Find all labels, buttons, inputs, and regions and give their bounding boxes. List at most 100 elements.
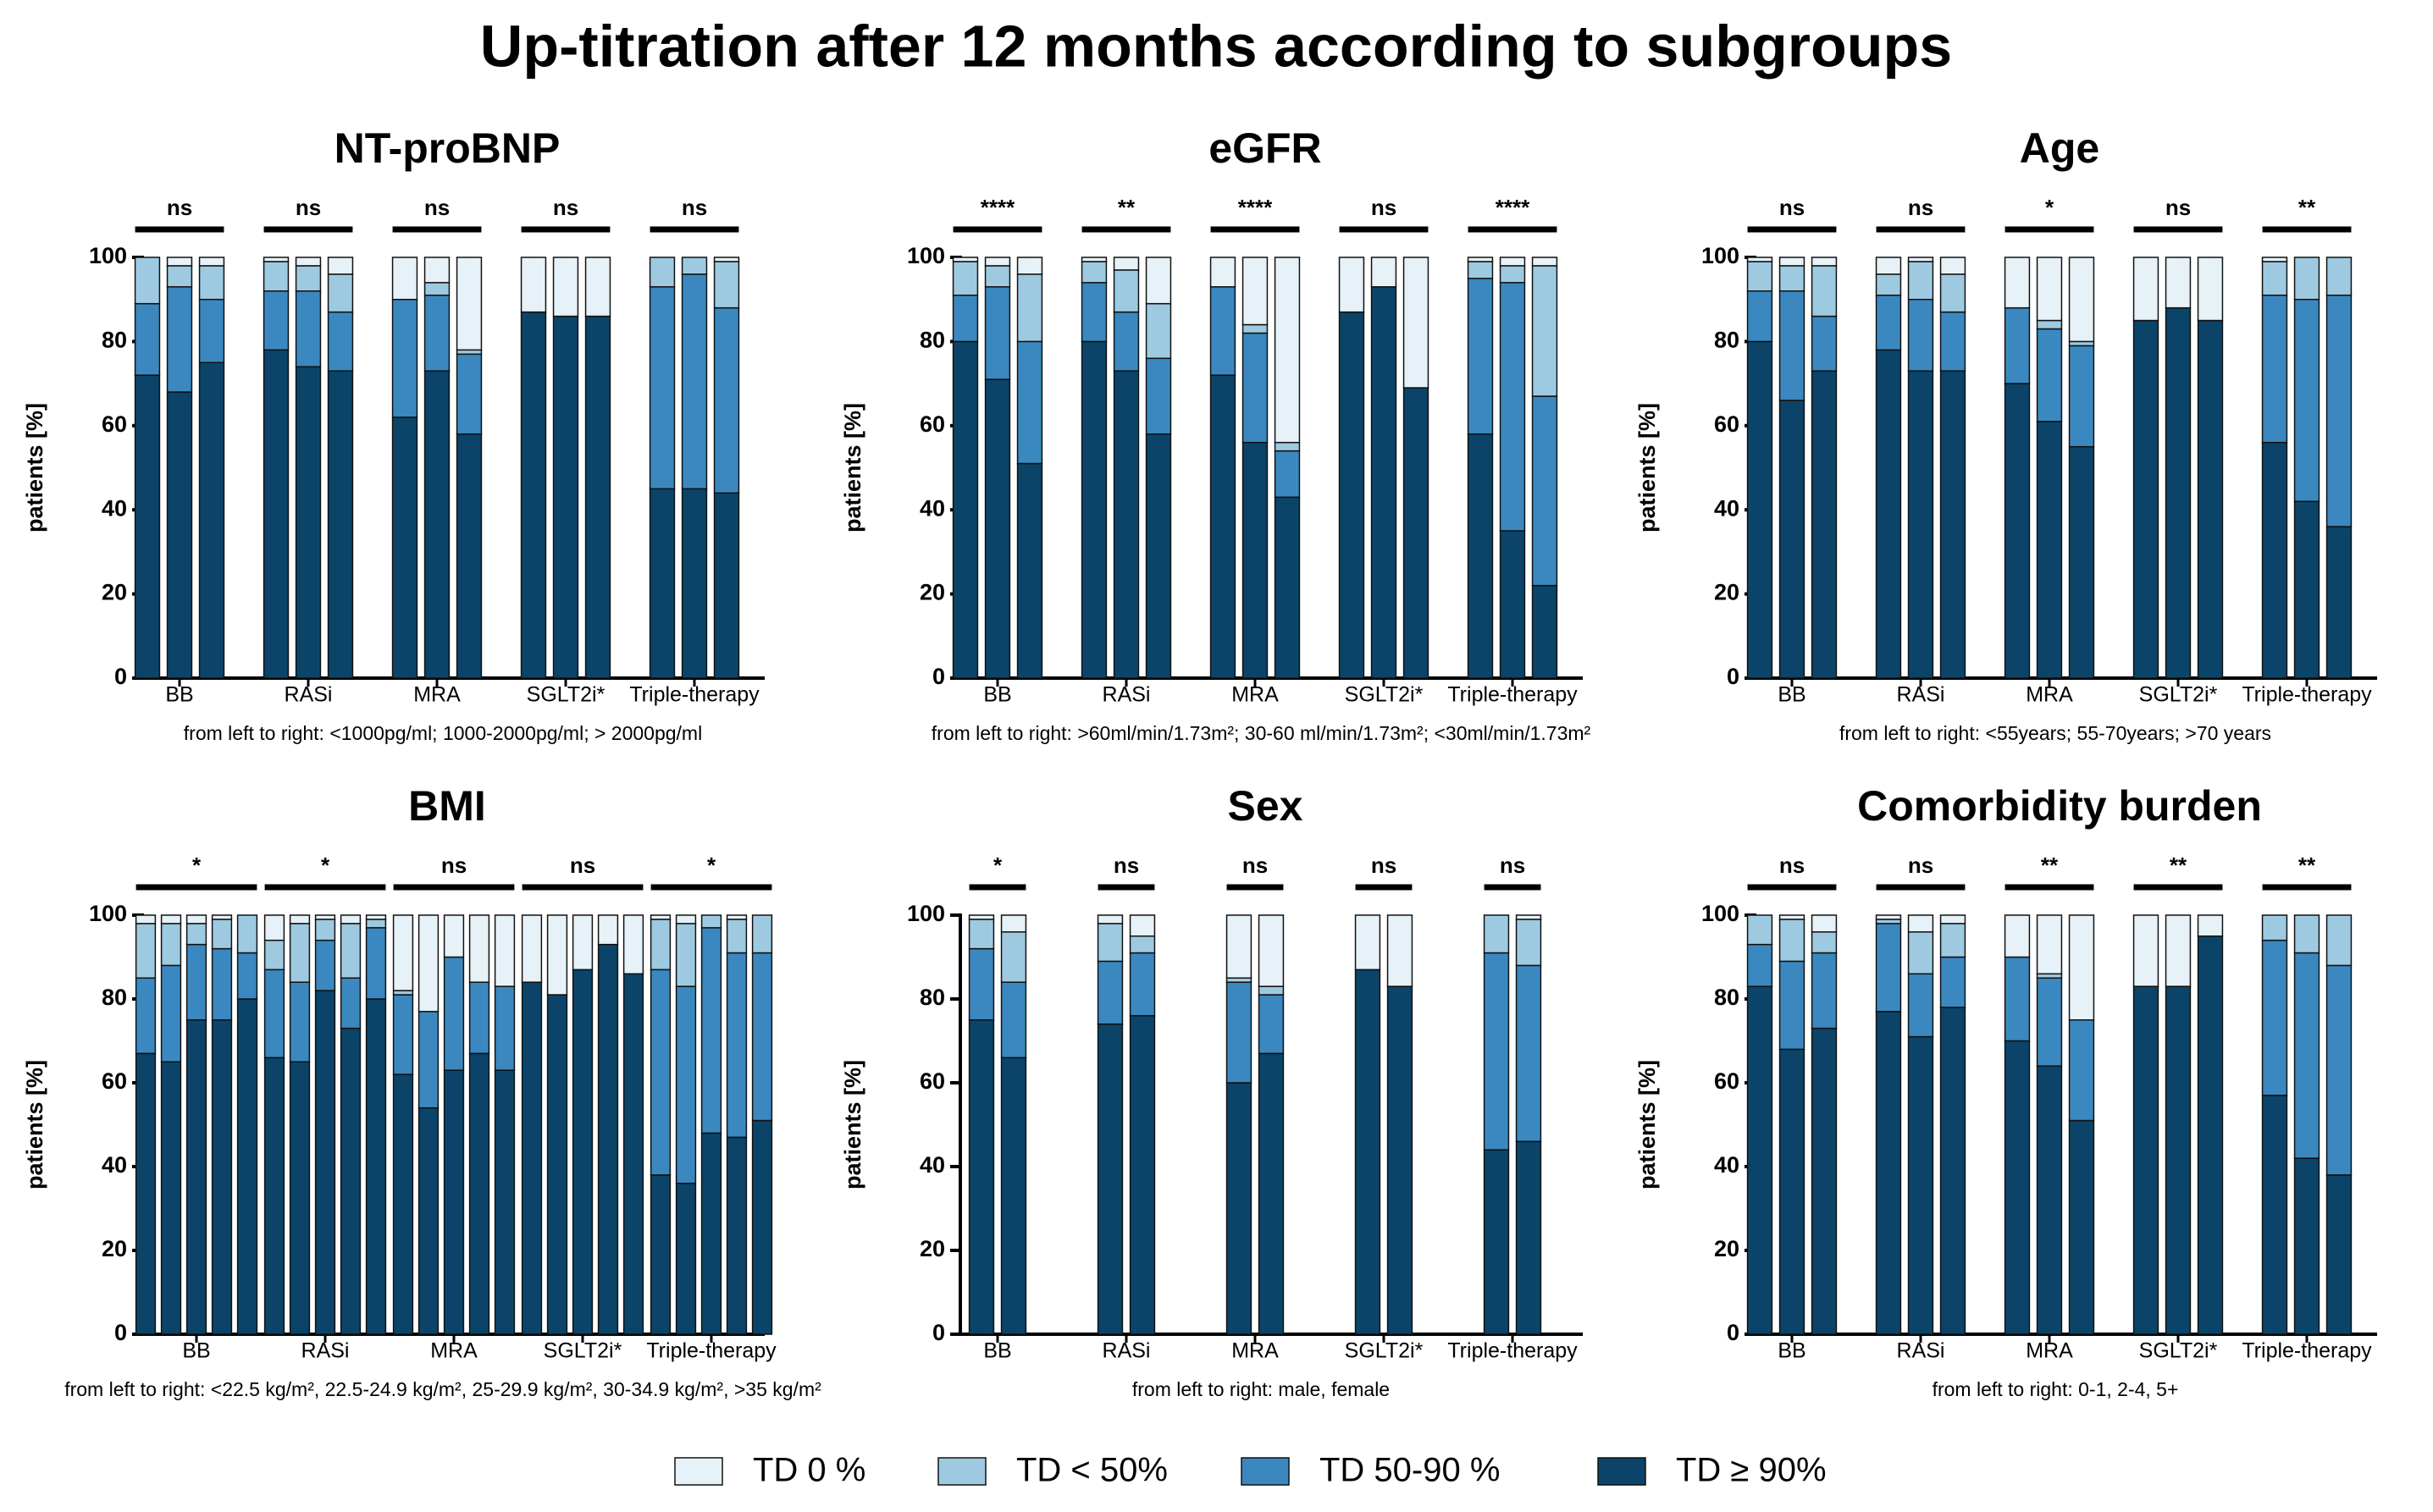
bar-segment: [340, 977, 362, 1029]
bar-segment: [1338, 257, 1365, 313]
bar-segment: [751, 1119, 773, 1335]
significance-label: ns: [1242, 853, 1268, 878]
bar-segment: [1746, 261, 1773, 292]
bar-segment: [1746, 943, 1773, 987]
bar-segment: [1939, 311, 1966, 372]
x-tick-label: RASi: [1103, 1339, 1151, 1363]
bar-segment: [1000, 914, 1027, 933]
bar-segment: [1113, 370, 1140, 679]
bar-segment: [1875, 294, 1902, 351]
bar-segment: [726, 919, 748, 954]
bar-segment: [713, 257, 740, 262]
y-tick-label: 40: [920, 495, 945, 521]
bar-segment: [289, 914, 311, 924]
bar-segment: [984, 378, 1011, 679]
y-tick-label: 80: [920, 985, 945, 1010]
bar-segment: [2036, 914, 2063, 975]
bar-segment: [521, 914, 543, 983]
bar-segment: [1811, 914, 1838, 933]
bar-segment: [650, 1174, 672, 1335]
bar-segment: [1531, 395, 1558, 587]
bar-segment: [2325, 964, 2353, 1176]
chart-title: NT-proBNP: [335, 124, 561, 172]
bar-segment: [263, 290, 290, 351]
bar-segment: [1402, 387, 1429, 679]
bar-segment: [1241, 441, 1269, 679]
significance-label: ns: [441, 853, 467, 878]
x-tick-label: BB: [983, 683, 1011, 707]
y-tick-label: 80: [102, 328, 127, 353]
bar-segment: [2293, 298, 2320, 503]
bar-segment: [1811, 315, 1838, 372]
bar-segment: [2293, 952, 2320, 1159]
bar-segment: [726, 914, 748, 920]
significance-label: ns: [682, 195, 707, 220]
x-tick-label: BB: [165, 683, 193, 707]
bar-segment: [2132, 914, 2159, 987]
x-tick-label: RASi: [1103, 683, 1151, 707]
bar-segment: [2036, 1065, 2063, 1335]
bar-segment: [211, 919, 233, 950]
x-tick-label: RASi: [1897, 1339, 1945, 1363]
bar-segment: [650, 968, 672, 1176]
y-tick-label: 60: [102, 1068, 127, 1094]
x-tick-label: Triple-therapy: [629, 683, 760, 707]
significance-label: ns: [1371, 195, 1396, 220]
x-tick-label: RASi: [301, 1339, 350, 1363]
bar-segment: [1145, 433, 1172, 679]
bar-segment: [2068, 345, 2095, 448]
bar-segment: [726, 952, 748, 1139]
y-tick-label: 100: [89, 243, 127, 268]
y-tick-label: 20: [102, 1236, 127, 1261]
y-tick-label: 80: [102, 985, 127, 1010]
bar-segment: [365, 927, 387, 1000]
bar-segment: [263, 914, 285, 941]
y-tick-label: 40: [102, 1152, 127, 1178]
significance-label: ns: [1908, 195, 1933, 220]
x-tick-label: RASi: [285, 683, 333, 707]
bar-segment: [675, 985, 697, 1184]
bar-segment: [1531, 265, 1558, 397]
bar-segment: [295, 290, 322, 367]
bar-segment: [2197, 319, 2224, 679]
bar-segment: [1000, 1057, 1027, 1335]
bar-segment: [1907, 914, 1934, 933]
legend-swatch: [1241, 1457, 1290, 1486]
y-tick-label: 0: [1727, 664, 1739, 689]
bar-segment: [1145, 257, 1172, 305]
bar-segment: [713, 492, 740, 679]
bar-segment: [546, 914, 568, 996]
x-tick-label: Triple-therapy: [2242, 683, 2372, 707]
bar-segment: [1515, 914, 1542, 920]
bar-segment: [2004, 1040, 2031, 1335]
bar-segment: [675, 914, 697, 924]
significance-label: ns: [296, 195, 321, 220]
bar-segment: [584, 315, 611, 679]
bar-segment: [456, 433, 483, 679]
y-axis-label: patients [%]: [22, 403, 47, 533]
y-tick-label: 100: [1701, 901, 1739, 926]
bar-segment: [681, 273, 708, 490]
bar-segment: [1483, 952, 1510, 1151]
bar-segment: [198, 257, 225, 267]
y-tick-label: 60: [1714, 411, 1739, 437]
bar-segment: [1129, 1015, 1156, 1335]
bar-segment: [2293, 914, 2320, 954]
bar-segment: [1274, 496, 1301, 679]
subgroup-note: from left to right: male, female: [1132, 1378, 1390, 1400]
x-tick-label: SGLT2i*: [2139, 683, 2218, 707]
bar-segment: [166, 265, 193, 288]
bar-segment: [494, 914, 516, 987]
bar-segment: [134, 302, 161, 376]
bar-segment: [1209, 257, 1236, 288]
bar-segment: [1081, 257, 1108, 262]
bar-segment: [314, 990, 336, 1335]
bar-segment: [1467, 433, 1494, 679]
bar-segment: [1939, 370, 1966, 679]
bar-segment: [1875, 923, 1902, 1013]
bar-segment: [952, 294, 979, 343]
bar-segment: [134, 374, 161, 679]
bar-segment: [2165, 914, 2192, 987]
bar-segment: [2261, 257, 2288, 262]
bar-segment: [1354, 914, 1381, 971]
